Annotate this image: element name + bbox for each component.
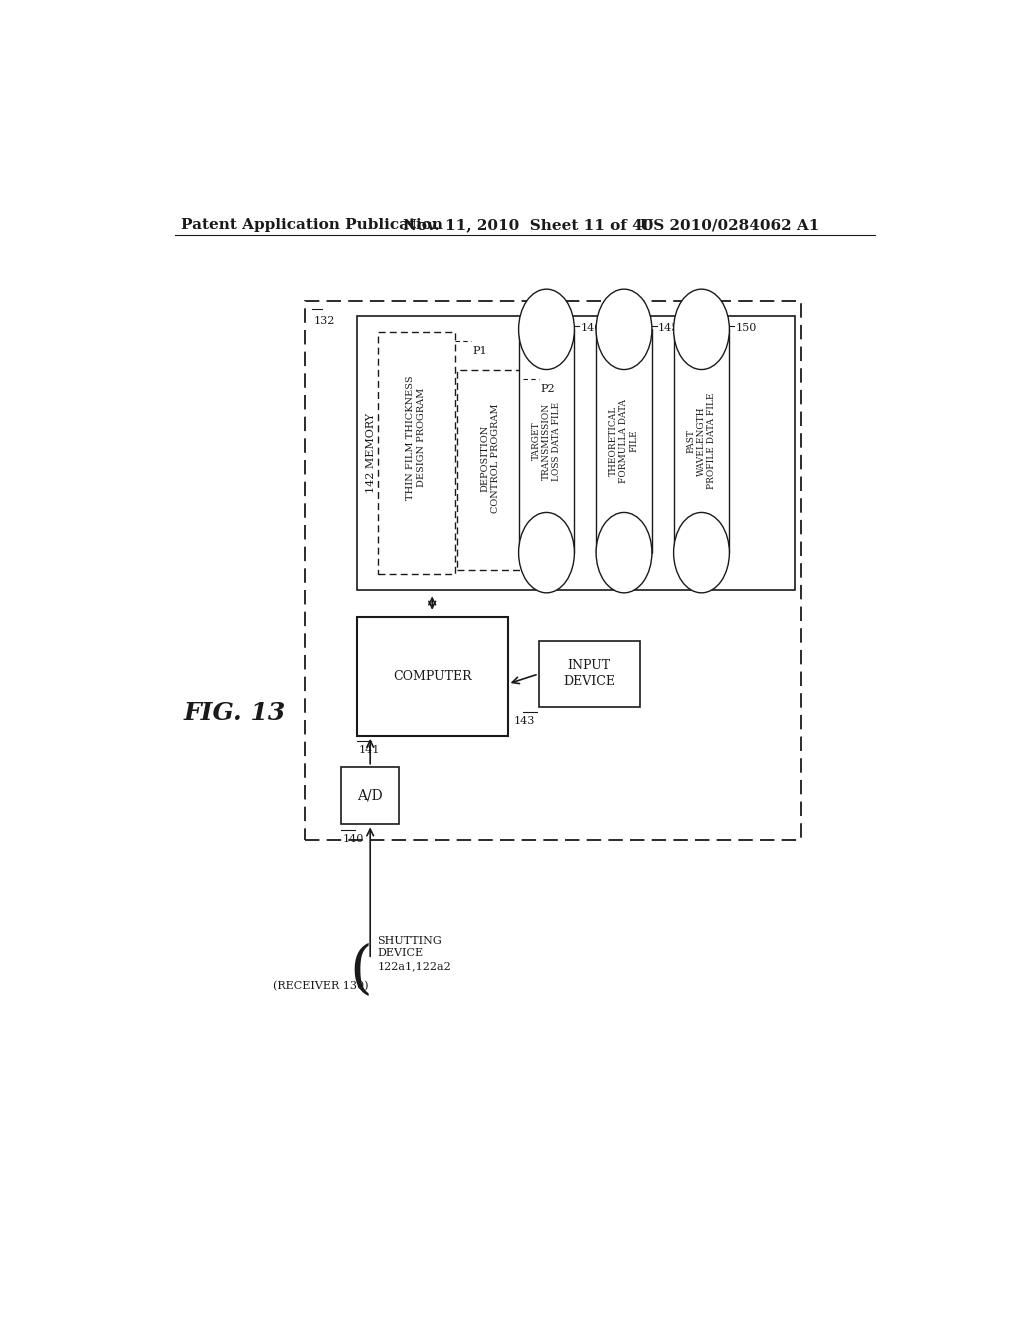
Text: Patent Application Publication: Patent Application Publication [180,218,442,232]
Ellipse shape [674,289,729,370]
Text: A/D: A/D [357,788,383,803]
Text: SHUTTING
DEVICE
122a1,122a2: SHUTTING DEVICE 122a1,122a2 [378,936,452,972]
Bar [539,642,640,706]
Bar [378,331,455,574]
Ellipse shape [518,289,574,370]
Text: (RECEIVER 130): (RECEIVER 130) [272,981,369,991]
Bar [305,301,801,840]
Bar [518,330,574,553]
Ellipse shape [596,512,652,593]
Bar [458,370,523,570]
Text: 146: 146 [581,323,602,333]
Bar [596,330,652,553]
Bar [356,317,795,590]
Text: P2: P2 [541,384,555,393]
Text: US 2010/0284062 A1: US 2010/0284062 A1 [640,218,819,232]
Text: (: ( [349,942,372,999]
Text: 145: 145 [658,323,680,333]
Text: 141: 141 [358,744,380,755]
Ellipse shape [518,512,574,593]
Text: Nov. 11, 2010  Sheet 11 of 40: Nov. 11, 2010 Sheet 11 of 40 [403,218,653,232]
Bar [674,330,729,553]
Text: 142 MEMORY: 142 MEMORY [366,413,376,492]
Text: COMPUTER: COMPUTER [393,669,471,682]
Text: PAST
WAVELENGTH
PROFILE DATA FILE: PAST WAVELENGTH PROFILE DATA FILE [687,393,717,490]
Text: 140: 140 [343,834,365,843]
Text: FIG. 13: FIG. 13 [184,701,286,725]
Bar [341,767,399,825]
Ellipse shape [674,512,729,593]
Bar [356,616,508,737]
Text: 150: 150 [735,323,757,333]
Text: P1: P1 [472,346,486,355]
Text: THIN FILM THICKNESS
DESIGN PROGRAM: THIN FILM THICKNESS DESIGN PROGRAM [407,375,426,500]
Text: 132: 132 [314,317,336,326]
Text: TARGET
TRANSMISSION
LOSS DATA FILE: TARGET TRANSMISSION LOSS DATA FILE [531,401,561,480]
Text: INPUT
DEVICE: INPUT DEVICE [563,660,615,689]
Text: DEPOSITION
CONTROL PROGRAM: DEPOSITION CONTROL PROGRAM [480,404,501,513]
Text: 143: 143 [513,715,535,726]
Text: THEORETICAL
FORMULLA DATA
FILE: THEORETICAL FORMULLA DATA FILE [609,399,639,483]
Ellipse shape [596,289,652,370]
